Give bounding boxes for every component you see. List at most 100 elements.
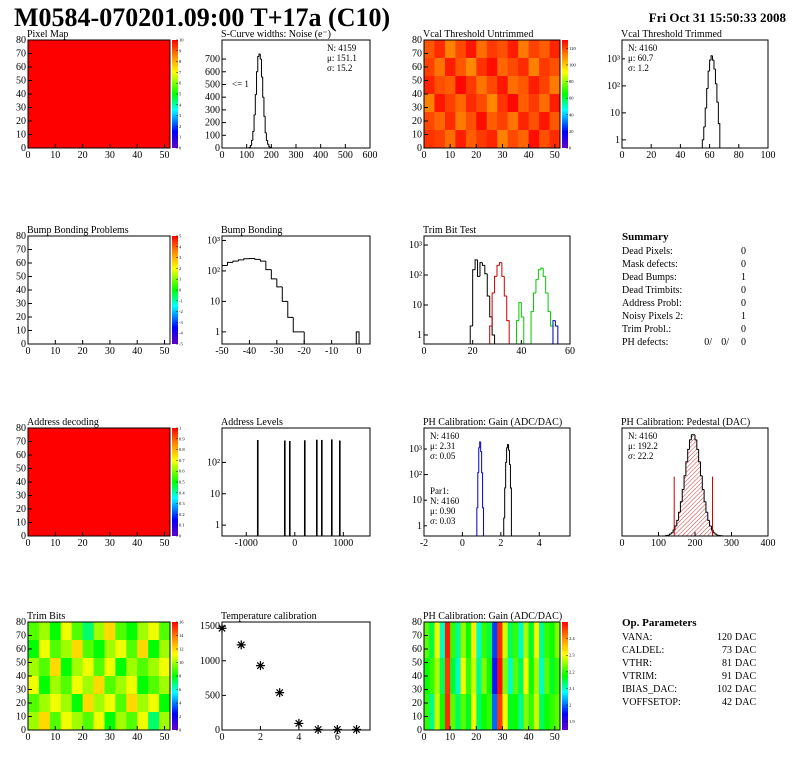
- histogram-fill: [693, 434, 695, 536]
- heatmap-cell: [60, 694, 73, 713]
- heatmap-cell: [28, 428, 171, 537]
- heatmap-cell: [512, 658, 519, 695]
- x-tick-label: 0: [26, 732, 31, 743]
- heatmap-cell: [528, 76, 540, 95]
- row-label: IBIAS_DAC:: [622, 684, 677, 695]
- heatmap-cell: [434, 130, 446, 149]
- histogram-bin: [699, 461, 703, 477]
- y-tick-label: 50: [412, 76, 422, 87]
- y-tick-label: 70: [16, 437, 26, 448]
- scatter-marker: [275, 688, 285, 698]
- z-tick-label: 6: [179, 81, 182, 86]
- plot-frame: [221, 621, 371, 731]
- y-tick-label: 10²: [409, 470, 422, 481]
- row-unit: DAC: [735, 645, 756, 656]
- y-tick-label: 80: [412, 617, 422, 628]
- row-unit: DAC: [735, 671, 756, 682]
- heatmap-cell: [518, 130, 530, 149]
- x-tick-label: 0: [422, 346, 427, 357]
- x-tick-label: 100: [761, 150, 776, 161]
- heatmap-cell: [465, 76, 477, 95]
- y-tick-label: 1: [417, 521, 422, 532]
- heatmap-cell: [49, 658, 62, 677]
- heatmap-cell: [507, 130, 519, 149]
- y-tick-label: 50: [16, 658, 26, 669]
- y-tick-label: 20: [412, 698, 422, 709]
- histogram-fill: [709, 526, 712, 536]
- histogram-bin: [489, 325, 493, 344]
- histogram-fill: [702, 489, 705, 536]
- heatmap-cell: [148, 622, 160, 641]
- heatmap-cell: [60, 622, 73, 641]
- heatmap-cell: [497, 76, 509, 95]
- x-tick-label: 0: [26, 150, 31, 161]
- z-tick-label: 0: [179, 534, 182, 539]
- heatmap-cell: [60, 676, 73, 695]
- y-tick-label: 10: [16, 130, 26, 141]
- heatmap-cell: [486, 130, 498, 149]
- y-tick-label: 1: [215, 327, 220, 338]
- heatmap-cell: [518, 622, 524, 659]
- x-tick-label: 0: [292, 538, 297, 549]
- heatmap-cell: [507, 40, 519, 59]
- z-tick-label: 6: [179, 687, 182, 692]
- heatmap-cell: [424, 94, 435, 113]
- heatmap-cell: [486, 622, 493, 659]
- z-tick-label: 3: [179, 255, 182, 260]
- z-tick-label: 0.5: [179, 480, 185, 485]
- x-tick-label: 20: [78, 538, 88, 549]
- y-tick-label: 40: [16, 285, 26, 296]
- x-tick-label: 20: [78, 346, 88, 357]
- row-unit: DAC: [735, 697, 756, 708]
- heatmap-cell: [460, 622, 467, 659]
- histogram-bin: [703, 489, 706, 503]
- heatmap-cell: [507, 658, 514, 695]
- x-tick-label: 10: [50, 732, 60, 743]
- stats-text: N: 4160: [628, 431, 658, 441]
- stats-box: [427, 430, 471, 463]
- heatmap-cell: [434, 112, 446, 131]
- histogram-bin: [259, 259, 266, 262]
- heatmap-cell: [476, 94, 488, 113]
- heatmap-cell: [497, 658, 503, 695]
- y-tick-label: 60: [16, 644, 26, 655]
- z-tick-label: 1: [179, 135, 181, 140]
- histogram-fill: [684, 475, 686, 536]
- stats-text: σ: 15.2: [327, 63, 352, 73]
- heatmap-cell: [444, 130, 456, 149]
- histogram-fill: [680, 501, 683, 536]
- stats-text: σ: 0.03: [430, 516, 456, 526]
- heatmap-cell: [49, 640, 62, 659]
- histogram-fill: [687, 449, 690, 536]
- heatmap-cell: [471, 694, 477, 731]
- heatmap-cell: [434, 658, 441, 695]
- x-tick-label: 30: [497, 732, 507, 743]
- histogram-bin: [476, 507, 478, 536]
- x-tick-label: 400: [313, 150, 328, 161]
- heatmap-cell: [512, 694, 519, 731]
- z-tick-label: -2: [179, 309, 183, 314]
- histogram-bin: [670, 532, 674, 535]
- x-tick-label: 100: [239, 150, 254, 161]
- heatmap-cell: [455, 112, 467, 131]
- x-tick-label: 0: [422, 732, 427, 743]
- histogram-bin: [678, 511, 681, 521]
- heatmap-cell: [434, 622, 441, 659]
- y-tick-label: 10: [412, 712, 422, 723]
- heatmap-cell: [476, 658, 482, 695]
- heatmap-cell: [450, 622, 456, 659]
- heatmap-cell: [455, 40, 467, 59]
- y-tick-label: 50: [16, 76, 26, 87]
- histogram-bin: [696, 439, 699, 450]
- x-tick-label: 40: [132, 538, 142, 549]
- z-tick-label: 2.2: [569, 669, 575, 674]
- y-tick-label: 10²: [207, 266, 220, 277]
- y-tick-label: 1: [215, 520, 220, 531]
- y-tick-label: 30: [412, 685, 422, 696]
- heatmap-cell: [60, 640, 73, 659]
- heatmap-cell: [492, 622, 498, 659]
- y-tick-label: 70: [16, 631, 26, 642]
- heatmap-cell: [486, 658, 493, 695]
- row-label: Noisy Pixels 2:: [622, 311, 683, 322]
- stats-text: μ: 2.31: [430, 441, 455, 451]
